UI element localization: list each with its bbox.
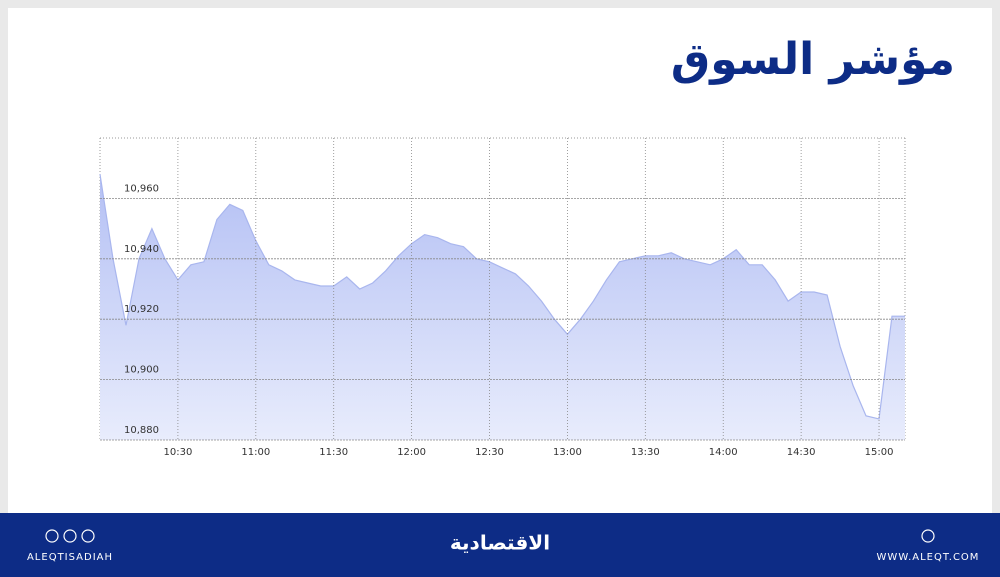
x-tick-label: 11:00 [241, 447, 270, 458]
x-tick-label: 12:00 [397, 447, 426, 458]
icon [81, 529, 95, 543]
x-tick-label: 13:30 [631, 447, 660, 458]
x-tick-label: 14:30 [787, 447, 816, 458]
handle: ALEQTISADIAH [27, 552, 113, 563]
icon [63, 529, 77, 543]
line [99, 174, 905, 420]
area [100, 174, 905, 440]
footer-graphics: ALEQTISADIAH الاقتصادية WWW.ALEQT.COM [27, 529, 980, 563]
y-tick-label: 10,880 [124, 425, 159, 436]
y-tick-label: 10,900 [124, 365, 159, 376]
icon [921, 529, 935, 543]
chart: مؤشر السوق 10,880 10,900 10,920 10,940 10,96… [99, 34, 955, 458]
chart-title: مؤشر السوق [671, 34, 955, 85]
footer: ALEQTISADIAH الاقتصادية WWW.ALEQT.COM [0, 513, 1000, 577]
x-tick-label: 13:00 [553, 447, 582, 458]
y-tick-label: 10,920 [124, 304, 159, 315]
x-tick-label: 12:30 [475, 447, 504, 458]
y-tick-label: 10,960 [124, 183, 159, 194]
x-tick-label: 15:00 [865, 447, 894, 458]
website: WWW.ALEQT.COM [877, 552, 980, 563]
brand: الاقتصادية [450, 531, 550, 555]
x-tick-label: 14:00 [709, 447, 738, 458]
x-tick-label: 10:30 [163, 447, 192, 458]
y-tick-label: 10,940 [124, 244, 159, 255]
icon [45, 529, 59, 543]
x-tick-label: 11:30 [319, 447, 348, 458]
